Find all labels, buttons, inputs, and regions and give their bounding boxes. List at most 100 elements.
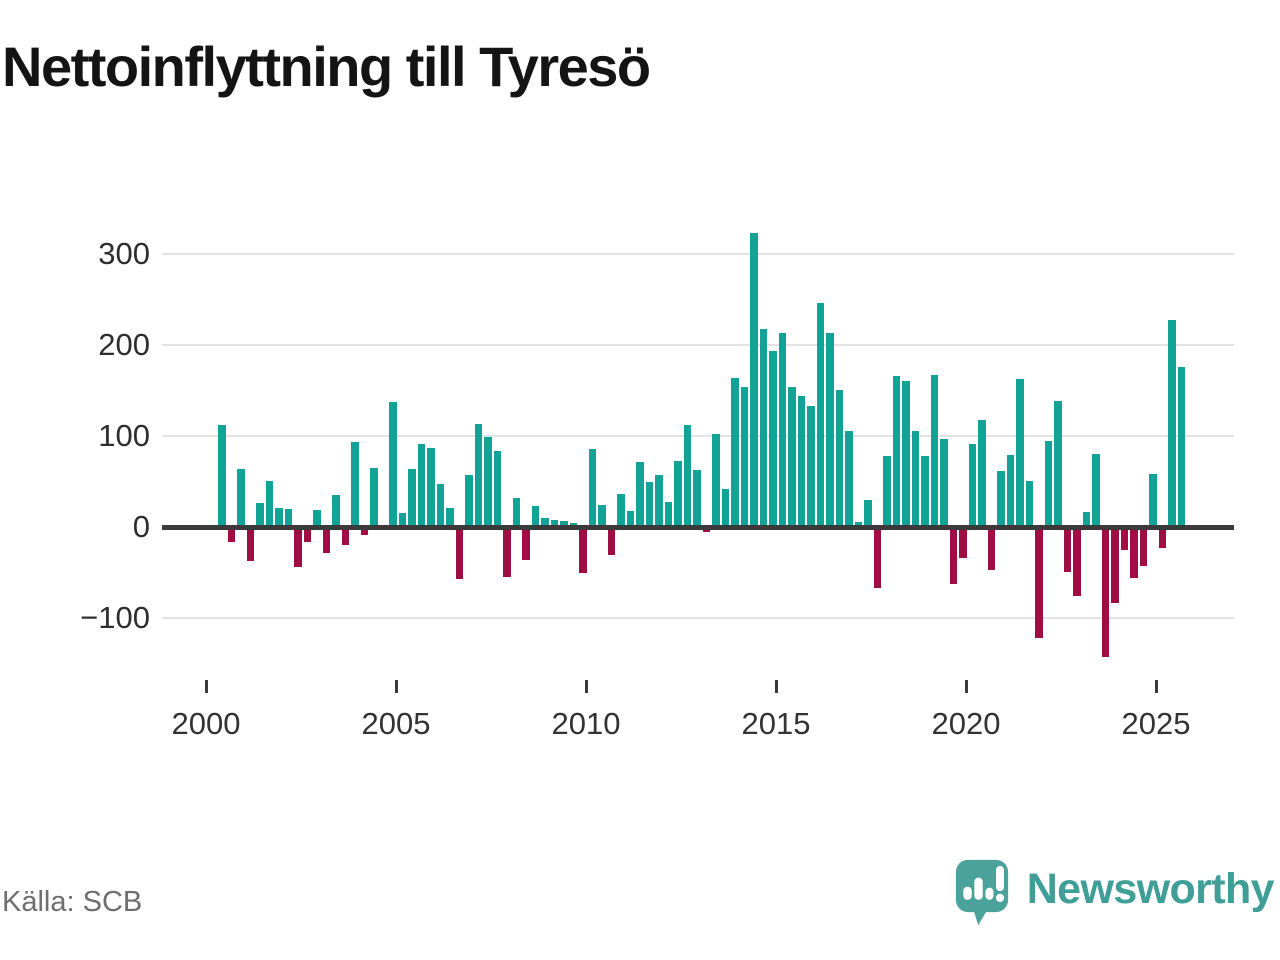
bar — [370, 467, 378, 527]
bar — [778, 333, 786, 527]
y-axis-label: 0 — [132, 509, 150, 544]
bar — [807, 405, 815, 527]
bar — [664, 502, 672, 527]
bar — [883, 456, 891, 527]
x-axis-label: 2025 — [1121, 706, 1191, 741]
bar — [1082, 512, 1090, 527]
bar — [1130, 527, 1138, 578]
bar — [788, 386, 796, 527]
bar — [246, 527, 254, 561]
bar — [721, 488, 729, 527]
x-axis-tick — [584, 680, 588, 693]
bar — [845, 430, 853, 527]
bar — [322, 527, 330, 554]
bar — [275, 507, 283, 527]
bar — [417, 444, 425, 527]
x-axis-tick — [1154, 680, 1158, 693]
bar — [493, 450, 501, 527]
bar — [769, 351, 777, 527]
bar — [1025, 480, 1033, 527]
bar — [341, 527, 349, 546]
bar — [522, 527, 530, 560]
bar — [655, 475, 663, 527]
bar — [398, 513, 406, 527]
bar — [313, 509, 321, 527]
newsworthy-wordmark: Newsworthy — [1026, 864, 1275, 913]
bar — [1177, 366, 1185, 527]
newsworthy-logo: Newsworthy — [954, 856, 1275, 928]
bar — [1149, 474, 1157, 527]
bar — [740, 386, 748, 527]
bar — [1101, 527, 1109, 658]
bar — [560, 520, 568, 527]
bar — [465, 475, 473, 527]
bar — [588, 448, 596, 527]
bar — [1044, 441, 1052, 527]
bar — [332, 495, 340, 527]
bar — [598, 505, 606, 527]
bar — [550, 519, 558, 527]
bar — [702, 527, 710, 533]
bar — [1111, 527, 1119, 603]
bar — [1035, 527, 1043, 639]
x-axis-label: 2010 — [551, 706, 621, 741]
bar — [1063, 527, 1071, 572]
bar — [750, 233, 758, 527]
x-axis-tick — [204, 680, 208, 693]
bar — [579, 527, 587, 574]
x-axis-label: 2020 — [931, 706, 1001, 741]
bar — [617, 494, 625, 527]
bar — [797, 395, 805, 527]
bar — [921, 456, 929, 527]
bar — [674, 461, 682, 527]
gridline — [162, 617, 1234, 619]
bar — [436, 484, 444, 527]
bar — [474, 424, 482, 527]
bar — [531, 506, 539, 527]
bar — [712, 434, 720, 527]
y-axis-label: 200 — [98, 327, 150, 362]
bar — [940, 438, 948, 527]
bar — [626, 510, 634, 527]
bar — [987, 527, 995, 570]
bar — [360, 527, 368, 536]
y-axis-label: 100 — [98, 418, 150, 453]
bar — [731, 377, 739, 527]
x-axis-tick — [774, 680, 778, 693]
bar — [978, 419, 986, 527]
bar — [930, 375, 938, 527]
bar — [1168, 319, 1176, 527]
bar — [303, 527, 311, 543]
bar — [427, 447, 435, 527]
bar — [484, 436, 492, 527]
bar — [864, 499, 872, 527]
bar — [227, 527, 235, 543]
x-axis-label: 2000 — [171, 706, 241, 741]
bar — [294, 527, 302, 568]
bar — [949, 527, 957, 585]
gridline — [162, 344, 1234, 346]
bar — [835, 389, 843, 527]
bar — [873, 527, 881, 588]
bar — [826, 333, 834, 527]
newsworthy-logo-icon — [955, 859, 1008, 925]
x-axis-line — [162, 524, 1234, 530]
bar — [446, 507, 454, 527]
bar — [284, 508, 292, 527]
bar — [541, 517, 549, 527]
gridline — [162, 435, 1234, 437]
gridline — [162, 253, 1234, 255]
bar — [683, 425, 691, 527]
bar — [607, 527, 615, 556]
y-axis-label: 300 — [98, 236, 150, 271]
bar — [1092, 454, 1100, 527]
bar — [512, 497, 520, 527]
x-axis-tick — [394, 680, 398, 693]
bar — [351, 442, 359, 527]
y-axis-label: −100 — [80, 600, 150, 635]
bar — [265, 480, 273, 527]
bar — [759, 328, 767, 527]
bar — [911, 430, 919, 527]
